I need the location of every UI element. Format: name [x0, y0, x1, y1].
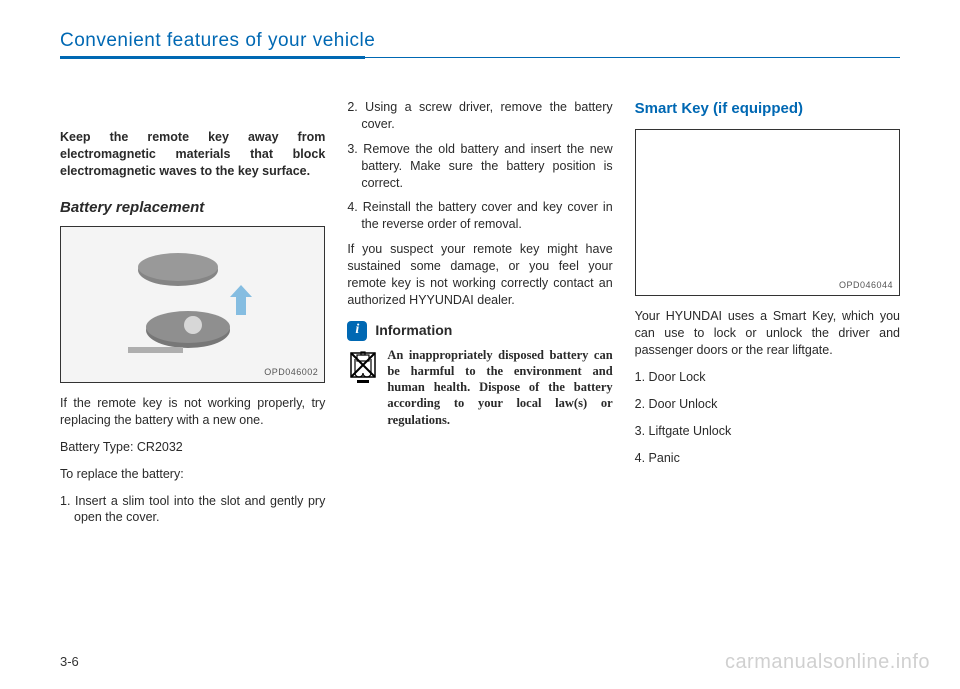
paragraph: If you suspect your remote key might hav…	[347, 241, 612, 309]
list-item: 2. Door Unlock	[635, 396, 900, 413]
step-item: 4. Reinstall the battery cover and key c…	[347, 199, 612, 233]
paragraph: To replace the battery:	[60, 466, 325, 483]
smart-key-heading: Smart Key (if equipped)	[635, 99, 900, 119]
page-number: 3-6	[60, 654, 79, 669]
notice-badge: NOTICE	[58, 99, 124, 119]
figure-key-battery: OPD046002	[60, 226, 325, 383]
step-item: 2. Using a screw driver, remove the batt…	[347, 99, 612, 133]
list-item: 3. Liftgate Unlock	[635, 423, 900, 440]
column-2: 2. Using a screw driver, remove the batt…	[347, 99, 612, 534]
list-item: 1. Door Lock	[635, 369, 900, 386]
step-item: 3. Remove the old battery and insert the…	[347, 141, 612, 192]
information-body: An inappropriately disposed battery can …	[347, 347, 612, 428]
notice-text: Keep the remote key away from electromag…	[60, 129, 325, 180]
information-header: i Information	[347, 321, 612, 341]
page-header-title: Convenient features of your vehicle	[60, 30, 900, 56]
no-dispose-icon	[347, 347, 379, 385]
manual-page: Convenient features of your vehicle NOTI…	[0, 0, 960, 554]
paragraph: If the remote key is not working properl…	[60, 395, 325, 429]
figure-smart-key: OPD046044	[635, 129, 900, 296]
info-text: An inappropriately disposed battery can …	[387, 347, 612, 428]
list-item: 4. Panic	[635, 450, 900, 467]
step-item: 1. Insert a slim tool into the slot and …	[60, 493, 325, 527]
key-disassembly-icon	[118, 245, 268, 365]
battery-replacement-heading: Battery replacement	[60, 198, 325, 218]
header-rule	[60, 56, 900, 59]
figure-id: OPD046002	[264, 366, 318, 378]
watermark: carmanualsonline.info	[725, 651, 930, 674]
column-1: NOTICE Keep the remote key away from ele…	[60, 99, 325, 534]
info-icon: i	[347, 321, 367, 341]
column-3: Smart Key (if equipped) OPD046044 Your H…	[635, 99, 900, 534]
paragraph: Battery Type: CR2032	[60, 439, 325, 456]
content-columns: NOTICE Keep the remote key away from ele…	[60, 99, 900, 534]
paragraph: Your HYUNDAI uses a Smart Key, which you…	[635, 308, 900, 359]
figure-id: OPD046044	[839, 279, 893, 291]
info-title: Information	[375, 321, 452, 340]
